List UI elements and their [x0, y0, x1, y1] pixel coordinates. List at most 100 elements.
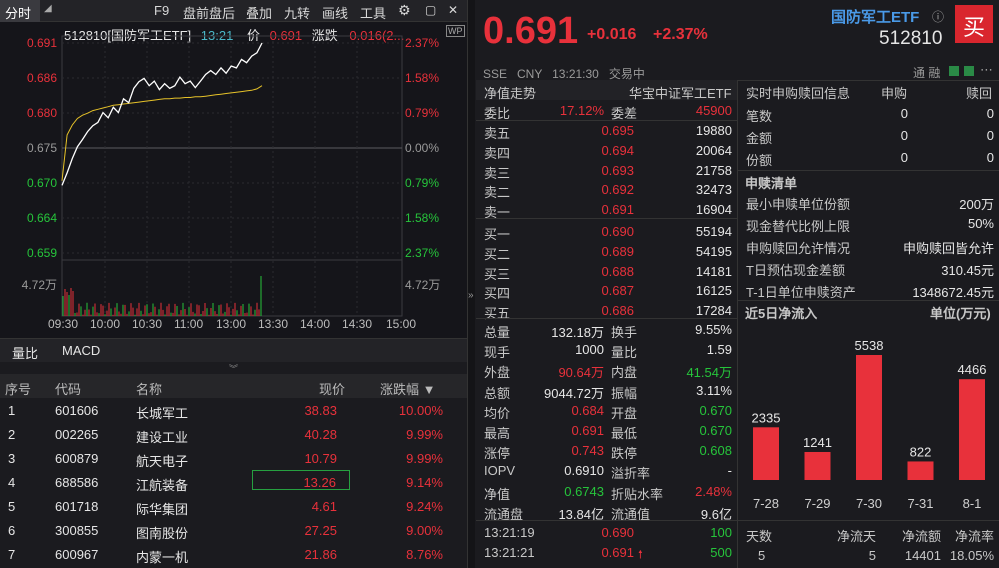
x-tick-label: 15:00: [386, 317, 417, 331]
y-label-right: 1.58%: [405, 211, 440, 225]
table-row[interactable]: 7 600967 内蒙一机 21.86 8.76%: [0, 542, 467, 566]
buy-button[interactable]: 买: [955, 5, 993, 43]
subscribe-title: 实时申购赎回信息: [746, 86, 851, 101]
f9-button[interactable]: F9: [154, 3, 170, 18]
x-tick-label: 14:00: [300, 317, 331, 331]
subscribe-row-label: 笔数: [746, 109, 773, 124]
edit-icon[interactable]: [949, 66, 959, 76]
stat-label: 均价: [484, 405, 511, 421]
row-price: 40.28: [304, 427, 337, 442]
more-icon[interactable]: ⋯: [980, 62, 993, 77]
sells-level-price[interactable]: 0.691: [601, 202, 634, 218]
buys-level-price[interactable]: 0.689: [601, 243, 634, 259]
buys-level-price[interactable]: 0.686: [601, 303, 634, 319]
list-row-label: 最小申赎单位份额: [746, 197, 851, 212]
table-row[interactable]: 3 600879 航天电子 10.79 9.99%: [0, 446, 467, 470]
stat-label: 总量: [484, 325, 511, 340]
draw-line-button[interactable]: 画线: [322, 6, 349, 21]
table-row[interactable]: 5 601718 际华集团 4.61 9.24%: [0, 494, 467, 518]
subscribe-buy-value: 0: [900, 150, 908, 165]
uptick-arrow-icon: 🠕: [638, 549, 643, 561]
tab-intraday[interactable]: 分时▼: [0, 0, 40, 36]
col-price[interactable]: 现价: [319, 382, 346, 397]
sells-level-price[interactable]: 0.692: [601, 182, 634, 198]
collapse-panel-icon[interactable]: »: [468, 290, 474, 301]
list-row-label: 申购赎回允许情况: [746, 241, 851, 256]
stat-value: 9.55%: [695, 322, 732, 337]
inflow-bar-value: 2335: [752, 410, 781, 425]
net-inflow-chart: 2335 7-28 1241 7-29 5538 7-30 822 7-31 4466 8-1: [752, 338, 987, 511]
sells-level-label: 卖二: [484, 185, 511, 201]
wp-icon[interactable]: WP: [446, 25, 465, 37]
row-code: 601606: [55, 403, 99, 418]
row-price: 38.83: [304, 403, 337, 418]
fund-name[interactable]: 国防军工ETF: [831, 9, 920, 26]
row-price: 4.61: [311, 499, 337, 514]
info-icon[interactable]: ⓘ: [932, 10, 945, 24]
stat-label: 最低: [611, 426, 638, 441]
row-code: 601718: [55, 499, 99, 514]
indicator-tabs: 量比 MACD: [0, 338, 467, 362]
intraday-chart[interactable]: 512810[国防军工ETF] 13:21 价 0.691 涨跌 0.016(2…: [0, 22, 467, 338]
average-price-line: [61, 85, 263, 181]
stat-value: 90.64万: [558, 365, 604, 381]
jiuzhuan-button[interactable]: 九转: [284, 6, 311, 21]
sells-level-label: 卖五: [484, 126, 511, 141]
constituent-table: 序号 代码 名称 现价 涨跌幅 ▼ 1 601606 长城军工 38.83 10.00%…: [0, 374, 467, 568]
col-code[interactable]: 代码: [55, 382, 82, 397]
col-name[interactable]: 名称: [136, 382, 163, 397]
stat-value: 0.670: [699, 423, 732, 438]
settings-gear-icon[interactable]: ⚙: [398, 2, 411, 18]
inflow-bar-value: 4466: [958, 362, 987, 377]
y-label-right: 1.58%: [405, 71, 440, 85]
netvalue-bar: 净值走势 华宝中证军工ETF: [476, 80, 737, 101]
list-row-value: 申购赎回皆允许: [902, 241, 994, 256]
pre-after-button[interactable]: 盘前盘后: [183, 6, 236, 21]
row-name: 图南股份: [136, 526, 189, 541]
col-index[interactable]: 序号: [5, 382, 32, 397]
y-label-left: 0.664: [26, 211, 57, 225]
collapse-arrow-icon[interactable]: ◢: [44, 3, 52, 14]
y-label-left: 0.675: [26, 141, 57, 155]
row-change-pct: 9.99%: [406, 451, 443, 466]
tick-price: 0.690: [601, 525, 634, 540]
bell-icon[interactable]: [964, 66, 974, 76]
overlay-button[interactable]: 叠加: [246, 6, 273, 21]
buys-level-price[interactable]: 0.688: [601, 263, 634, 279]
table-row[interactable]: 6 300855 图南股份 27.25 9.00%: [0, 518, 467, 542]
sells-level-price[interactable]: 0.694: [601, 142, 634, 158]
inflow-bar: [804, 451, 831, 480]
close-icon[interactable]: ✕: [448, 3, 459, 17]
expand-chevron-icon[interactable]: ︾: [0, 362, 467, 374]
buys-level-price[interactable]: 0.690: [601, 224, 634, 239]
row-index: 1: [8, 403, 16, 418]
window-icon[interactable]: ▢: [425, 3, 437, 17]
row-name: 江航装备: [136, 478, 189, 493]
tab-volume-ratio[interactable]: 量比: [12, 346, 39, 361]
tools-button[interactable]: 工具: [360, 6, 387, 21]
panel-splitter[interactable]: »: [467, 0, 475, 568]
x-tick-label: 13:30: [258, 317, 289, 331]
price-plot: [61, 35, 403, 317]
stat-label: IOPV: [484, 463, 516, 479]
tab-macd[interactable]: MACD: [62, 343, 101, 358]
flow-footer-header: 净流额: [901, 529, 941, 544]
table-row[interactable]: 1 601606 长城军工 38.83 10.00%: [0, 398, 467, 422]
col-change-pct[interactable]: 涨跌幅 ▼: [380, 382, 436, 397]
stat-label: 振幅: [611, 385, 638, 401]
row-change-pct: 9.99%: [406, 427, 443, 442]
stat-label: 内盘: [611, 365, 638, 381]
sells-level-price[interactable]: 0.695: [601, 123, 634, 138]
list-title: 申赎清单: [745, 176, 798, 191]
tick-time: 13:21:19: [484, 525, 535, 540]
row-index: 6: [8, 523, 16, 538]
sells-level-price[interactable]: 0.693: [601, 162, 634, 178]
list-row-label: 现金替代比例上限: [746, 219, 851, 234]
x-tick-label: 10:00: [90, 317, 121, 331]
stat-label: 折贴水率: [611, 486, 664, 502]
netvalue-tab[interactable]: 净值走势: [484, 86, 537, 101]
table-row[interactable]: 4 688586 江航装备 13.26 9.14%: [0, 470, 467, 494]
x-tick-label: 09:30: [48, 317, 79, 331]
buys-level-price[interactable]: 0.687: [601, 283, 634, 299]
table-row[interactable]: 2 002265 建设工业 40.28 9.99%: [0, 422, 467, 446]
